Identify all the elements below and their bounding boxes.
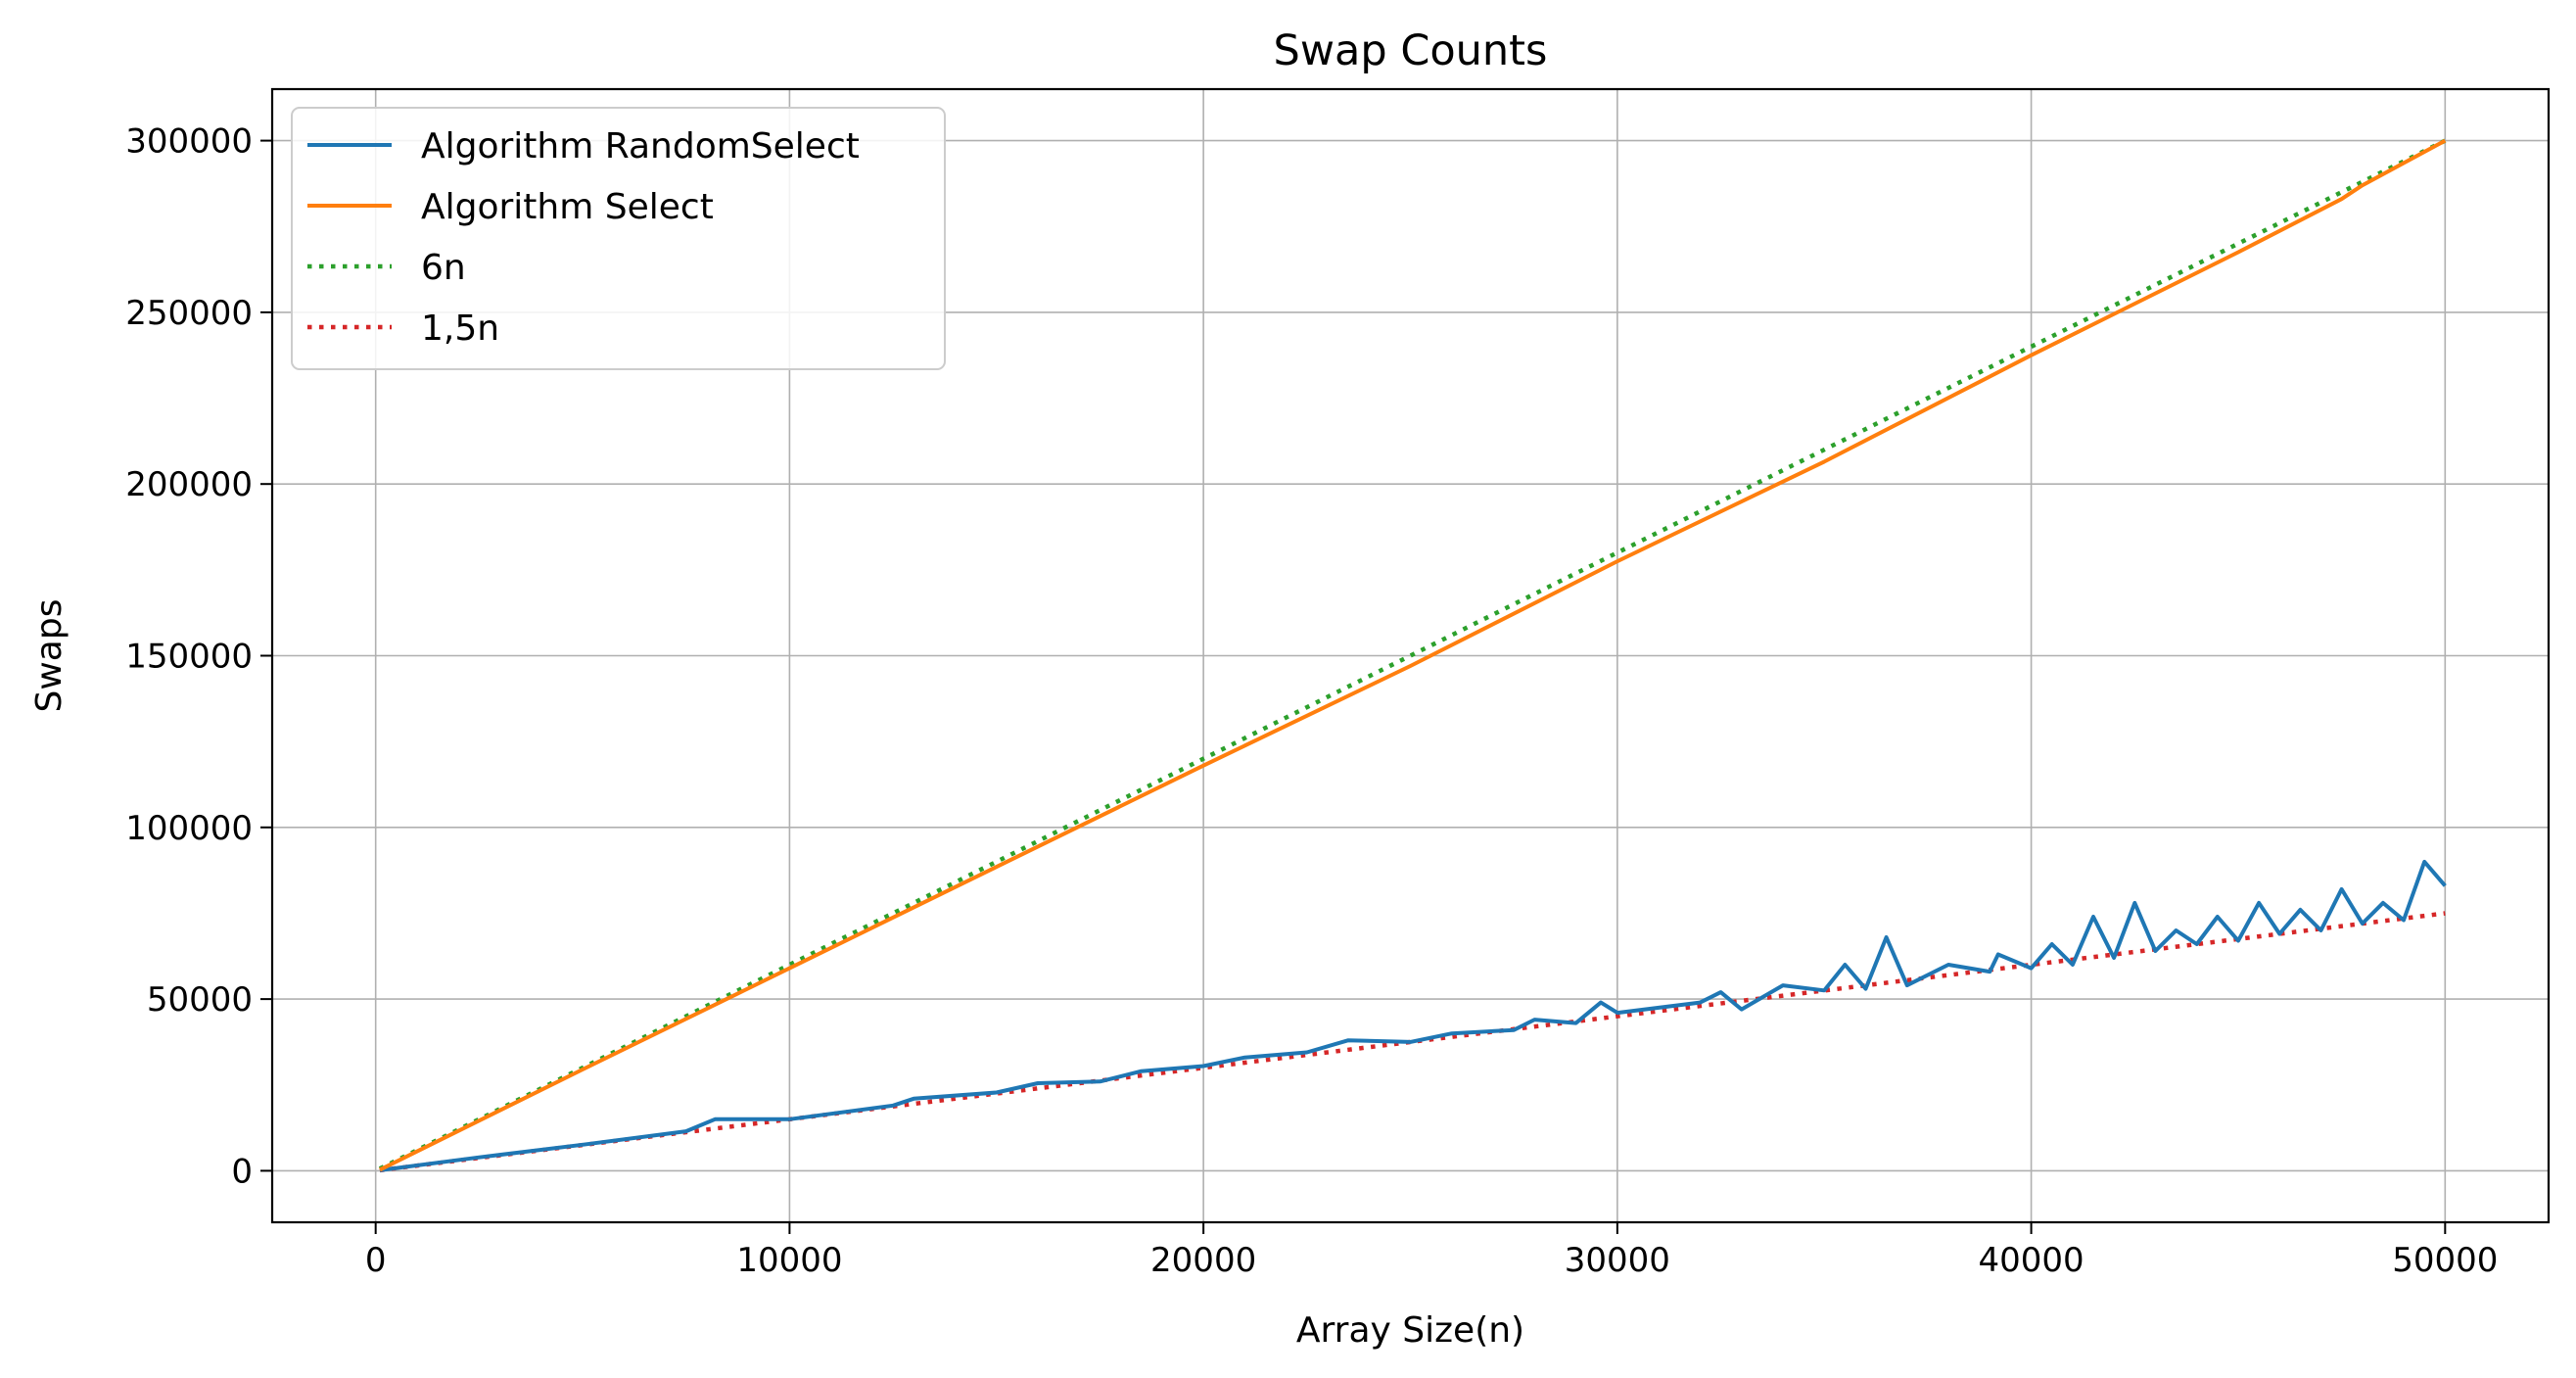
series-line-1 <box>379 138 2447 1172</box>
axis-ticks: 0 10000 20000 30000 40000 50000 0 50000 100000 15… <box>125 122 2498 1280</box>
x-tick-label: 20000 <box>1150 1241 1256 1280</box>
chart-title: Swap Counts <box>1274 26 1548 75</box>
series-lines <box>378 138 2447 1173</box>
y-tick-label: 0 <box>231 1152 253 1191</box>
y-tick-label: 250000 <box>125 294 253 333</box>
y-tick-label: 150000 <box>125 638 253 677</box>
x-tick-label: 10000 <box>736 1241 842 1280</box>
legend-label-3: 1,5n <box>421 309 499 349</box>
x-axis-label: Array Size(n) <box>1296 1310 1524 1351</box>
series-line-0 <box>379 859 2447 1172</box>
legend-label-1: Algorithm Select <box>421 187 714 227</box>
y-axis-label: Swaps <box>29 599 70 713</box>
y-tick-label: 300000 <box>125 122 253 162</box>
x-tick-label: 30000 <box>1565 1241 1670 1280</box>
legend: Algorithm RandomSelect Algorithm Select 6n… <box>291 107 946 370</box>
y-tick-label: 50000 <box>147 980 253 1020</box>
x-tick-label: 40000 <box>1979 1241 2084 1280</box>
x-tick-label: 0 <box>365 1241 387 1280</box>
legend-label-0: Algorithm RandomSelect <box>421 126 860 166</box>
series-line-2 <box>378 138 2447 1171</box>
legend-box <box>291 107 946 370</box>
x-tick-label: 50000 <box>2392 1241 2498 1280</box>
legend-label-2: 6n <box>421 248 466 288</box>
grid-lines <box>272 89 2549 1222</box>
y-tick-label: 100000 <box>125 809 253 848</box>
y-tick-label: 200000 <box>125 465 253 504</box>
